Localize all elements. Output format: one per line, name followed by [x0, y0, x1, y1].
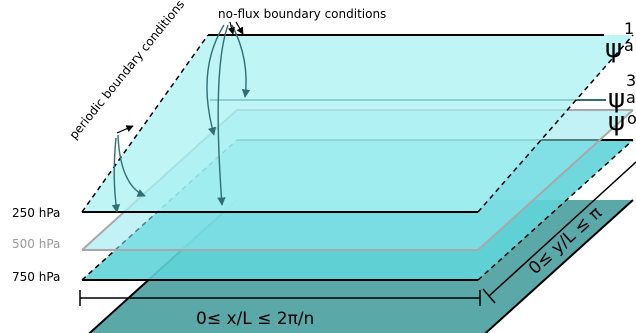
psi-bottom-label: ψ o	[608, 107, 636, 137]
x-extent-label: 0≤ x/L ≤ 2π/n	[196, 309, 314, 329]
psi-mid-superscript: 3	[626, 71, 636, 90]
no-flux-label: no-flux boundary conditions	[218, 7, 386, 21]
no-flux-arrow-3	[231, 24, 251, 98]
y-extent-line	[488, 161, 636, 297]
no-flux-arrow-4	[235, 21, 244, 35]
no-flux-arrow-1	[206, 24, 225, 136]
level-750-label: 750 hPa	[12, 270, 60, 284]
psi-bottom-subscript: o	[627, 109, 636, 128]
y-extent-tick-bottom	[482, 288, 496, 304]
bottom-right-edge	[484, 199, 634, 333]
level-250-label: 250 hPa	[12, 206, 60, 220]
psi-top-label: ψ 1 a	[605, 19, 634, 64]
layer-250-right-edge	[477, 34, 634, 213]
layer-500-right-edge	[477, 109, 634, 251]
psi-mid-label: ψ 3 a	[608, 71, 636, 114]
layer-750-right-edge	[477, 139, 634, 281]
psi-mid-symbol: ψ	[608, 84, 625, 114]
psi-top-subscript: a	[624, 36, 634, 55]
level-500-label: 500 hPa	[12, 237, 60, 251]
no-flux-arrow-2	[217, 24, 229, 206]
psi-mid-subscript: a	[626, 88, 636, 107]
periodic-arrow-1	[116, 125, 134, 134]
psi-top-superscript: 1	[624, 19, 634, 38]
periodic-arrow-2	[117, 134, 146, 197]
psi-top-symbol: ψ	[605, 34, 622, 64]
layer-250-left-edge	[81, 34, 209, 213]
periodic-arrow-3	[111, 137, 121, 213]
no-flux-arrow-5	[227, 21, 235, 35]
psi-bottom-symbol: ψ	[608, 107, 625, 137]
